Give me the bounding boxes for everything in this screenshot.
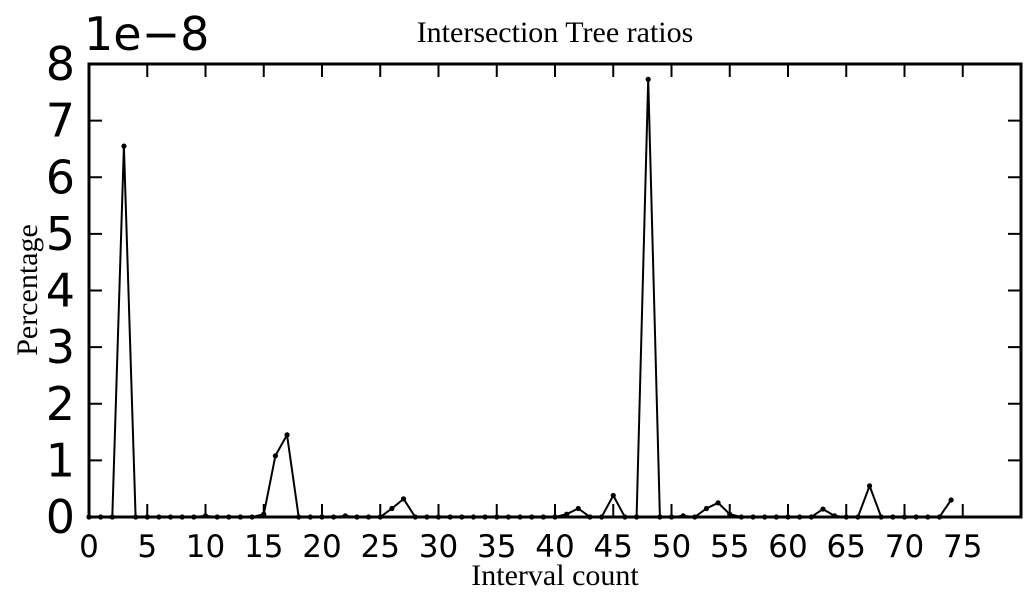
x-tick-label: 70 bbox=[885, 529, 924, 565]
data-point bbox=[121, 143, 127, 149]
x-axis-label: Interval count bbox=[471, 559, 639, 592]
series-layer bbox=[86, 76, 954, 520]
plot-frame bbox=[87, 62, 1023, 519]
data-point bbox=[727, 511, 733, 517]
x-tick-label: 60 bbox=[768, 529, 807, 565]
series-line bbox=[89, 79, 952, 519]
x-tick-label: 50 bbox=[652, 529, 691, 565]
data-point bbox=[645, 76, 651, 82]
y-tick-label: 6 bbox=[46, 150, 75, 204]
data-point bbox=[575, 505, 581, 512]
x-tick-label: 25 bbox=[361, 529, 400, 565]
data-point bbox=[389, 505, 395, 512]
y-tick-label: 4 bbox=[46, 264, 75, 318]
x-tick-label: 0 bbox=[79, 529, 99, 565]
y-tick-label: 5 bbox=[46, 207, 75, 261]
y-tick-label: 8 bbox=[46, 37, 75, 91]
x-tick-label: 30 bbox=[419, 529, 458, 565]
tick-layer bbox=[88, 63, 1021, 518]
x-tick-label: 15 bbox=[244, 529, 283, 565]
y-tick-label: 0 bbox=[46, 490, 75, 544]
data-point bbox=[610, 492, 616, 499]
x-tick-label: 55 bbox=[710, 529, 749, 565]
y-tick-label: 7 bbox=[46, 94, 75, 148]
x-tick-label: 75 bbox=[943, 529, 982, 565]
chart-title: Intersection Tree ratios bbox=[417, 16, 694, 49]
y-axis-label: Percentage bbox=[11, 224, 44, 356]
y-offset-label: 1e−8 bbox=[84, 7, 209, 61]
x-tick-label: 35 bbox=[477, 529, 516, 565]
x-tick-label: 40 bbox=[535, 529, 574, 565]
data-point bbox=[284, 432, 290, 438]
data-point bbox=[400, 496, 407, 502]
data-point bbox=[703, 505, 710, 512]
data-point bbox=[564, 511, 570, 517]
x-tick-label: 20 bbox=[302, 529, 341, 565]
data-point bbox=[272, 453, 278, 459]
x-tick-label: 10 bbox=[186, 529, 225, 565]
data-point bbox=[820, 506, 826, 512]
x-tick-label: 65 bbox=[827, 529, 866, 565]
data-point bbox=[866, 483, 873, 489]
x-tick-label: 45 bbox=[594, 529, 633, 565]
data-point bbox=[948, 497, 954, 503]
data-point bbox=[715, 500, 721, 506]
y-tick-label: 3 bbox=[46, 320, 75, 374]
y-tick-label: 2 bbox=[46, 377, 75, 431]
y-tick-label: 1 bbox=[46, 433, 75, 487]
x-tick-label: 5 bbox=[137, 529, 157, 565]
data-point bbox=[261, 511, 267, 517]
